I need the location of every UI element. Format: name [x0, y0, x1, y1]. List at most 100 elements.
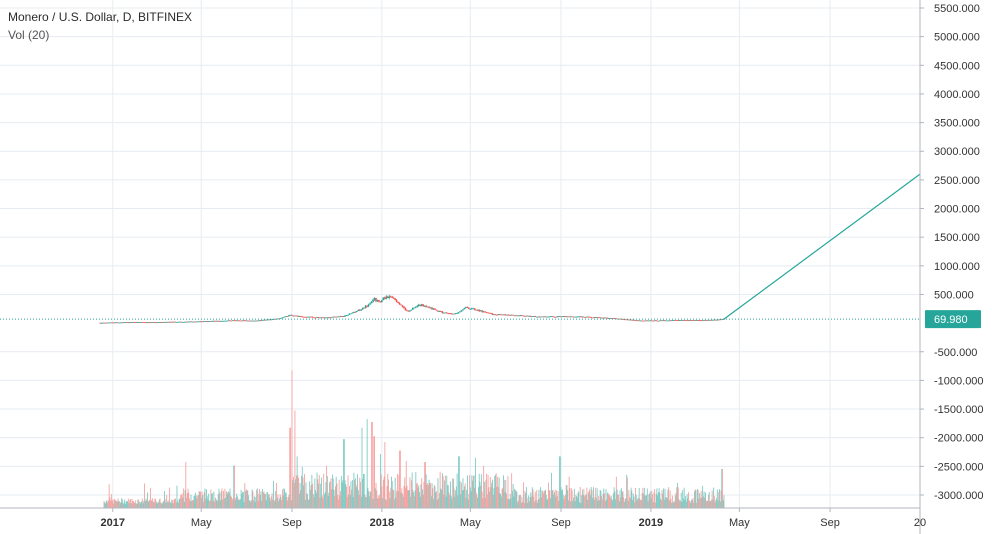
candle-body	[292, 315, 295, 317]
candle-body	[406, 310, 408, 312]
candle-body	[238, 320, 240, 322]
volume-bar	[534, 491, 536, 508]
candle-body	[422, 304, 424, 307]
volume-bar	[614, 491, 616, 508]
volume-bar	[674, 501, 676, 508]
volume-bar	[546, 499, 548, 508]
candle-body	[650, 320, 653, 322]
volume-bar	[464, 483, 466, 508]
volume-bar	[422, 489, 423, 508]
candle-body	[680, 320, 682, 321]
candle-body	[354, 311, 357, 313]
volume-bar	[177, 503, 179, 508]
volume-bar	[324, 492, 326, 508]
candle-body	[345, 315, 348, 317]
volume-bar	[194, 495, 196, 508]
candle-body	[257, 320, 259, 322]
volume-bar	[592, 497, 594, 508]
volume-bar	[481, 491, 483, 508]
candle-body	[180, 321, 183, 323]
volume-bar	[493, 488, 495, 508]
volume-bar	[171, 499, 173, 508]
volume-bar	[549, 490, 551, 508]
candle-body	[412, 307, 414, 310]
candle-body	[288, 315, 290, 317]
volume-bar	[498, 477, 500, 508]
candle-body	[690, 320, 693, 321]
candle-body	[500, 314, 503, 316]
candle-body	[212, 320, 215, 322]
volume-bar	[173, 499, 175, 508]
candle-body	[139, 322, 141, 323]
candle-body	[683, 320, 685, 321]
candle-body	[366, 305, 368, 307]
volume-bar	[690, 502, 692, 508]
volume-bar	[542, 493, 544, 508]
volume-bar	[224, 488, 226, 508]
volume-bar	[597, 500, 599, 508]
candle-body	[105, 322, 107, 324]
last-price-tag: 69.980	[925, 310, 981, 329]
volume-bar	[436, 499, 438, 508]
volume-bar	[349, 494, 351, 508]
volume-bar	[500, 496, 502, 508]
volume-bar	[668, 500, 670, 508]
candle-body	[622, 318, 625, 320]
volume-bar	[600, 490, 602, 508]
candle-body	[527, 315, 529, 317]
volume-bar	[115, 500, 117, 508]
time-tick-label: Sep	[551, 517, 571, 529]
volume-bar	[178, 498, 180, 508]
volume-indicator-label[interactable]: Vol (20)	[8, 28, 50, 42]
volume-bar	[723, 495, 725, 508]
volume-bar	[694, 489, 696, 508]
volume-bar	[291, 370, 293, 508]
volume-bar	[553, 494, 555, 508]
volume-bar	[253, 500, 255, 508]
candle-body	[208, 321, 211, 322]
volume-bar	[267, 494, 269, 508]
volume-bar	[685, 501, 687, 508]
candle-body	[525, 315, 528, 317]
candle-body	[242, 320, 245, 322]
volume-bar	[473, 475, 475, 508]
candle-body	[615, 318, 618, 320]
candle-body	[665, 320, 668, 322]
volume-bar	[683, 487, 685, 508]
volume-bar	[484, 497, 486, 508]
candle-body	[413, 307, 416, 309]
candle-body	[493, 314, 495, 316]
volume-bar	[371, 421, 373, 508]
volume-bar	[107, 502, 109, 508]
volume-bar	[321, 477, 322, 508]
volume-bar	[528, 495, 530, 508]
volume-bar	[519, 495, 521, 508]
volume-bar	[638, 487, 640, 508]
candle-body	[137, 322, 140, 323]
candle-body	[658, 320, 660, 322]
volume-bar	[154, 498, 156, 508]
volume-bar	[281, 489, 283, 508]
volume-bar	[434, 486, 436, 508]
volume-bar	[133, 502, 135, 508]
volume-bar	[343, 439, 345, 508]
volume-bar	[721, 468, 723, 508]
volume-bar	[508, 499, 510, 508]
candle-body	[581, 316, 584, 318]
candle-body	[348, 313, 351, 315]
volume-bar	[538, 489, 540, 508]
candle-body	[376, 300, 379, 302]
volume-bar	[475, 492, 477, 508]
volume-bar	[626, 477, 628, 508]
volume-bar	[239, 500, 241, 508]
volume-bar	[180, 495, 182, 508]
candle-body	[266, 319, 268, 321]
price-tick-label: 3500.000	[934, 118, 980, 130]
candle-body	[451, 313, 454, 315]
volume-bar	[406, 485, 408, 508]
candle-body	[706, 319, 709, 321]
candle-body	[693, 320, 696, 321]
candle-body	[611, 318, 613, 319]
volume-bar	[212, 500, 214, 508]
